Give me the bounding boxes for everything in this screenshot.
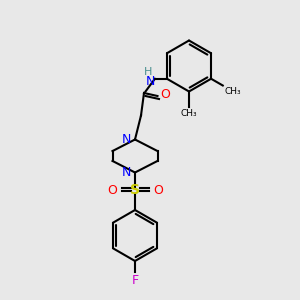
Text: O: O <box>160 88 170 101</box>
Text: S: S <box>130 184 140 197</box>
Text: F: F <box>131 274 139 287</box>
Text: N: N <box>122 166 131 179</box>
Text: N: N <box>122 133 131 146</box>
Text: CH₃: CH₃ <box>181 109 197 118</box>
Text: CH₃: CH₃ <box>224 87 241 96</box>
Text: O: O <box>153 184 163 197</box>
Text: H: H <box>143 67 152 77</box>
Text: N: N <box>146 75 155 88</box>
Text: O: O <box>107 184 117 197</box>
